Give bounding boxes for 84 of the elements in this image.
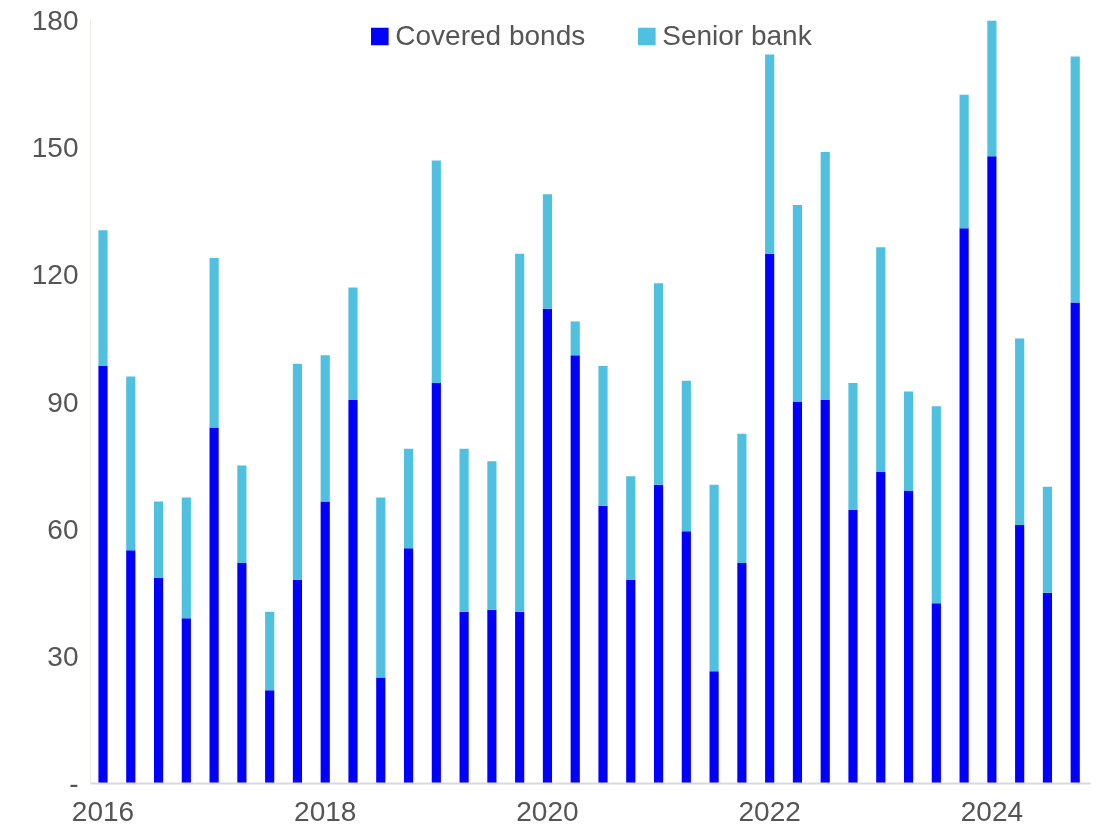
bar [653, 484, 664, 784]
legend-label: Senior bank [662, 20, 812, 52]
bar [626, 580, 636, 784]
bar [515, 253, 525, 612]
x-tick-label: 2018 [294, 795, 357, 827]
y-tick-label: 30 [47, 640, 79, 672]
bar [209, 427, 219, 784]
bar [348, 287, 358, 400]
bar [598, 505, 608, 784]
bar [237, 563, 247, 784]
bar [931, 406, 941, 604]
x-tick-label: 2022 [738, 795, 801, 827]
bar [653, 283, 664, 485]
bar [709, 484, 719, 672]
bar [126, 376, 136, 551]
bar [1042, 592, 1053, 784]
legend-label: Covered bonds [395, 20, 586, 52]
bar [459, 611, 469, 784]
y-tick-label: 120 [31, 259, 79, 291]
bar [181, 497, 191, 619]
y-tick-label: 150 [31, 132, 79, 164]
bar [181, 618, 191, 784]
bar [292, 580, 303, 784]
bar [765, 253, 775, 784]
bar [459, 448, 469, 612]
bar [126, 550, 136, 784]
bar [792, 204, 803, 402]
bar [265, 690, 275, 784]
y-tick-label: 60 [47, 513, 79, 545]
bar [403, 448, 414, 549]
x-tick-label: 2024 [960, 795, 1024, 827]
bar [348, 399, 358, 784]
bar [959, 228, 969, 784]
x-tick-label: 2020 [516, 795, 579, 827]
bar [987, 20, 997, 157]
bar [737, 563, 747, 784]
y-tick-label: 180 [31, 5, 79, 36]
bar [403, 548, 414, 784]
y-tick-label: 90 [47, 386, 79, 418]
bar [292, 363, 303, 581]
bar [903, 391, 914, 492]
bar [1015, 338, 1025, 525]
bar [820, 151, 830, 400]
bar [98, 230, 108, 366]
bar [237, 465, 247, 564]
bar [1070, 56, 1080, 303]
bar [209, 257, 219, 428]
bar [820, 399, 830, 784]
bar [320, 501, 330, 784]
bar [265, 611, 275, 691]
bar [737, 433, 747, 564]
bar [376, 497, 386, 678]
bar [487, 461, 497, 610]
bar [431, 382, 441, 784]
bar [931, 603, 941, 784]
bar [1042, 486, 1053, 593]
bar [876, 471, 886, 784]
bar [987, 156, 997, 784]
bar [876, 247, 886, 472]
bar [376, 677, 386, 784]
bar [542, 194, 553, 309]
bar [320, 355, 330, 502]
bar [542, 308, 553, 784]
bar [681, 531, 691, 784]
bar [1070, 302, 1080, 784]
bar [903, 491, 914, 784]
bar [848, 382, 858, 511]
bar [98, 365, 108, 784]
bar [570, 321, 580, 356]
bar [765, 54, 775, 254]
bar [153, 501, 164, 578]
bar [570, 355, 580, 784]
bar [487, 609, 497, 784]
bar [1015, 524, 1025, 784]
bar [848, 510, 858, 784]
bar [515, 611, 525, 784]
bar [598, 365, 608, 506]
bar [792, 402, 803, 784]
bar [709, 671, 719, 784]
bar [681, 380, 691, 532]
bar [626, 476, 636, 581]
bar [959, 94, 969, 229]
bar [431, 160, 441, 383]
bar [153, 577, 164, 784]
